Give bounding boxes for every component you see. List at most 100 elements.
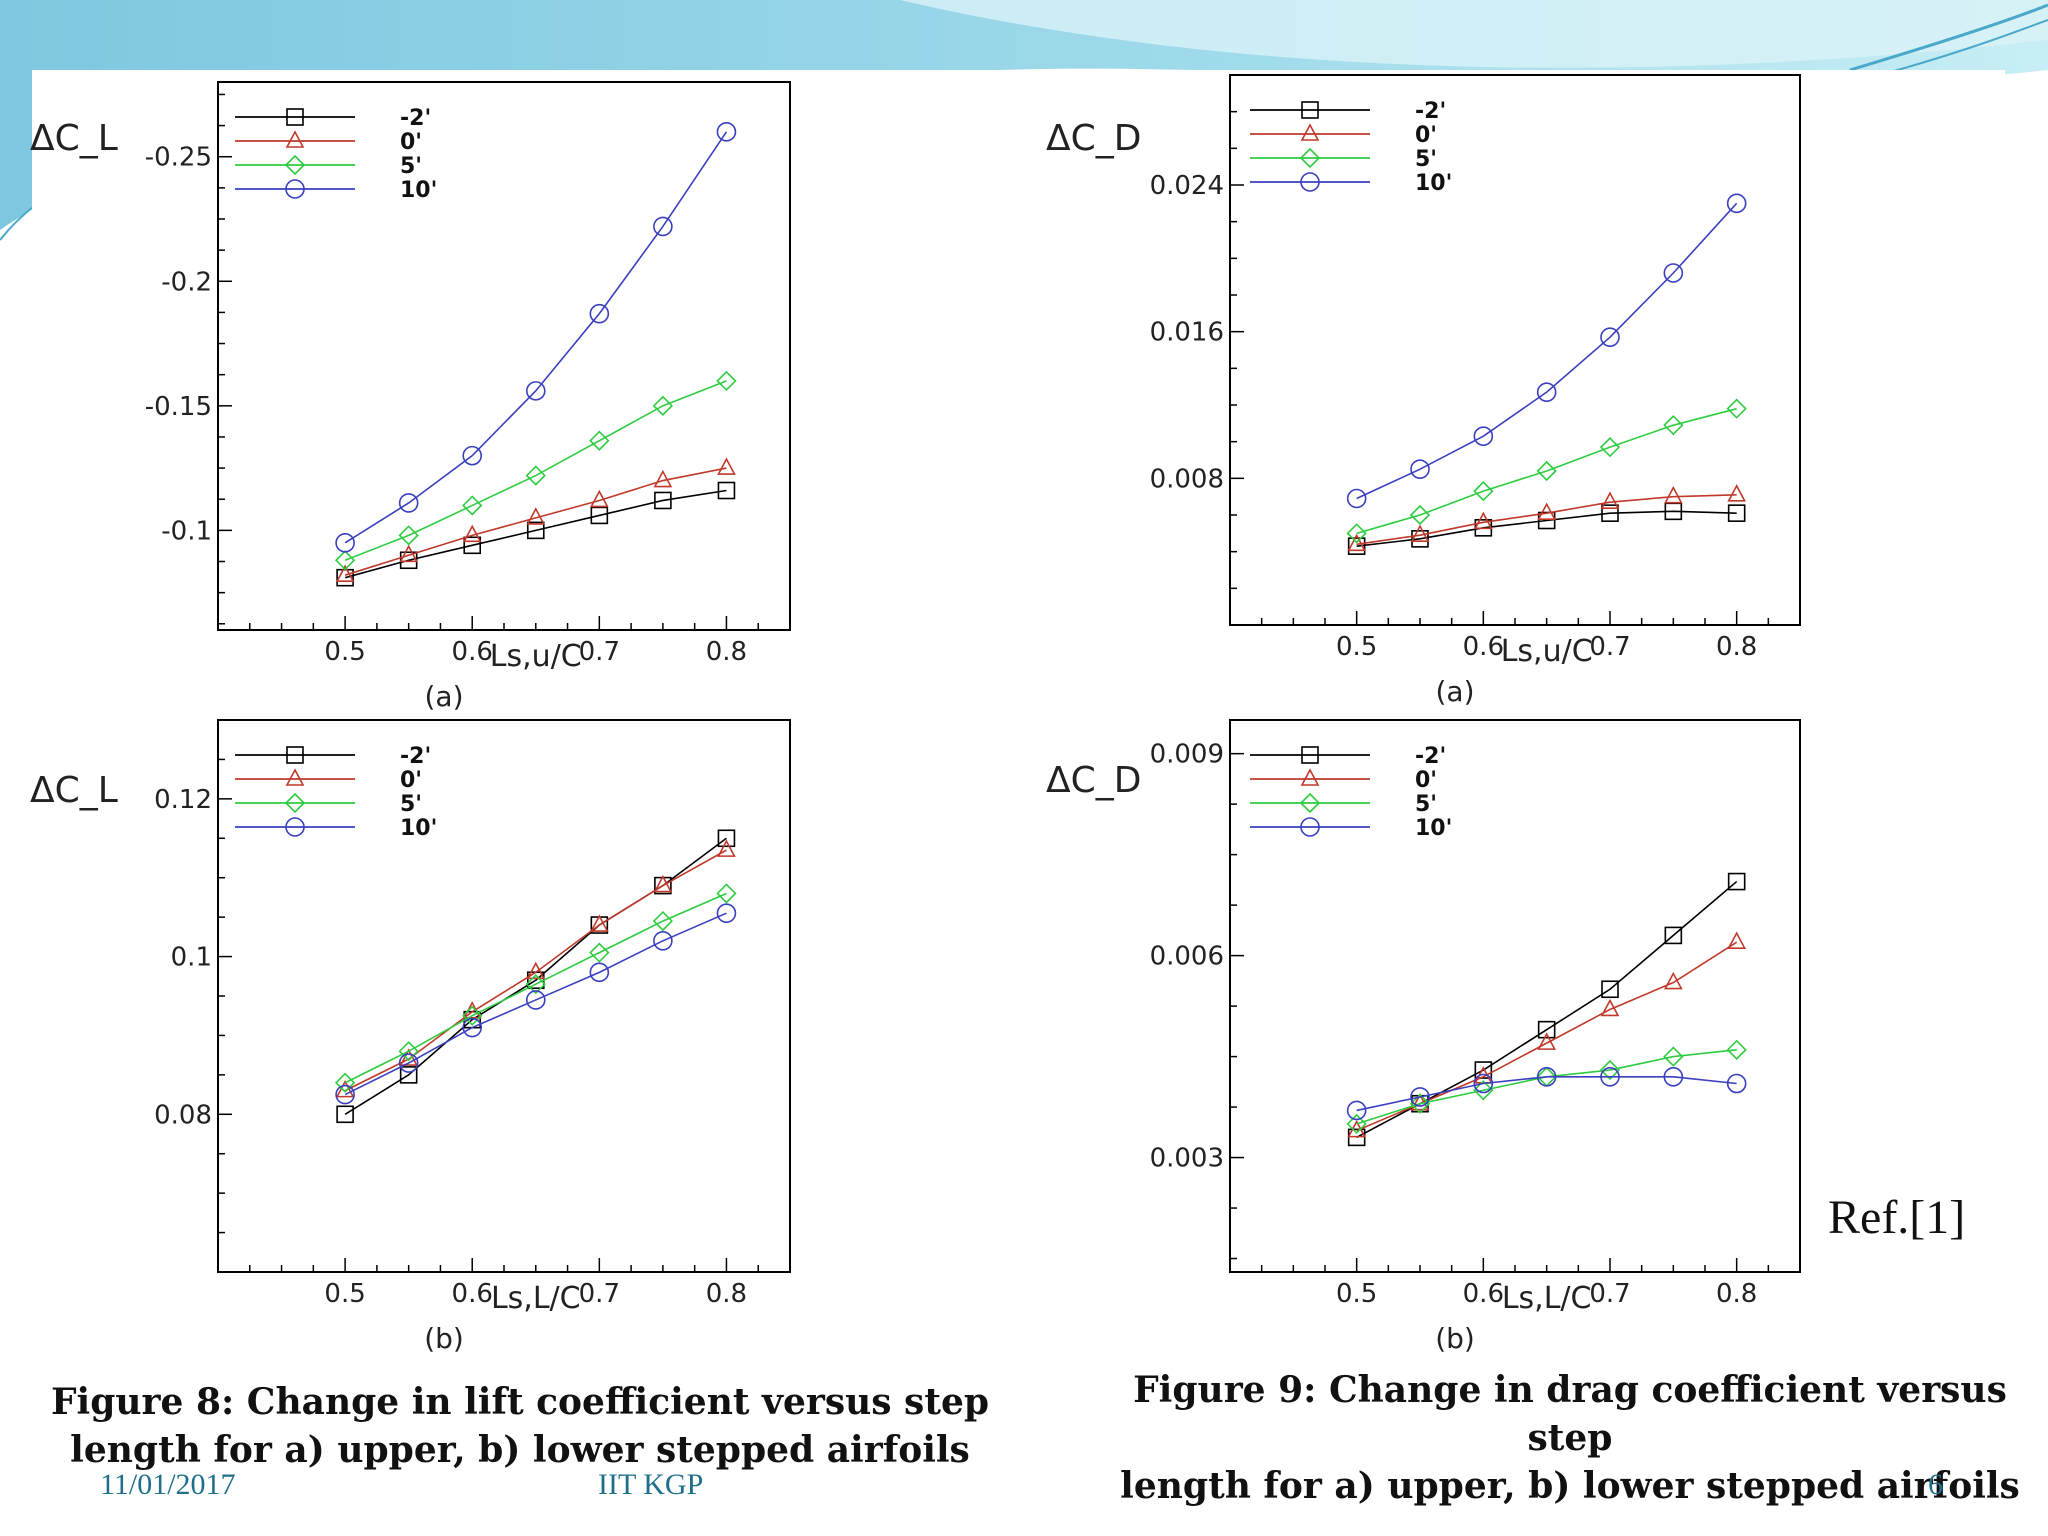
x-tick-label: 0.8 bbox=[1716, 632, 1757, 662]
data-point bbox=[1663, 971, 1683, 990]
legend-marker bbox=[1300, 172, 1320, 192]
legend-label: -2' bbox=[1415, 744, 1446, 769]
legend-label: 10' bbox=[400, 178, 437, 203]
header-swoosh-light bbox=[900, 0, 2048, 68]
legend-marker bbox=[285, 817, 305, 837]
figure-9-caption: Figure 9: Change in drag coefficient ver… bbox=[1110, 1366, 2030, 1510]
y-tick-label: -0.25 bbox=[145, 143, 212, 173]
series-line bbox=[344, 489, 727, 579]
data-point bbox=[589, 430, 610, 451]
data-point bbox=[462, 495, 483, 516]
data-point bbox=[399, 1048, 418, 1066]
chart-lift-lower-svg: 0.5 0.6 0.7 0.8 0.08 0.1 0.12 Ls,L/C (b) ΔC_L -2'0… bbox=[30, 719, 791, 1355]
data-point bbox=[398, 1041, 419, 1062]
x-tick-label: 0.6 bbox=[1463, 1279, 1504, 1309]
series-line bbox=[344, 467, 727, 576]
legend-label: -2' bbox=[400, 744, 431, 769]
data-point bbox=[717, 457, 736, 475]
x-tick-label: 0.5 bbox=[324, 1279, 365, 1309]
y-tick-label: 0.008 bbox=[1150, 464, 1224, 494]
data-point bbox=[653, 931, 673, 951]
legend-marker bbox=[286, 108, 304, 126]
data-point bbox=[399, 544, 418, 563]
data-point bbox=[525, 990, 546, 1010]
x-tick-label: 0.7 bbox=[579, 637, 620, 667]
legend-label: 10' bbox=[1415, 171, 1452, 196]
data-point bbox=[653, 216, 673, 237]
data-point bbox=[1409, 504, 1431, 526]
data-point bbox=[1347, 533, 1366, 552]
legend-marker bbox=[285, 768, 305, 786]
data-point bbox=[1346, 488, 1367, 509]
data-point bbox=[334, 550, 356, 571]
footer-date: 11/01/2017 bbox=[100, 1468, 236, 1501]
data-point bbox=[589, 303, 610, 324]
y-tick-label: 0.12 bbox=[154, 785, 212, 815]
data-point bbox=[1599, 437, 1621, 458]
data-point bbox=[1727, 504, 1746, 522]
data-point bbox=[653, 469, 673, 488]
legend: -2'0'5'10' bbox=[1250, 99, 1452, 196]
x-tick-label: 0.6 bbox=[452, 637, 493, 667]
data-point bbox=[526, 507, 546, 525]
y-tick-label: 0.08 bbox=[154, 1100, 212, 1130]
data-point bbox=[335, 564, 355, 583]
series-0 bbox=[1347, 872, 1746, 1147]
x-axis-label: Ls,u/C bbox=[490, 639, 582, 674]
data-point bbox=[1727, 872, 1746, 891]
data-point bbox=[717, 481, 736, 500]
y-tick-label: 0.009 bbox=[1150, 740, 1224, 770]
legend-marker bbox=[1299, 147, 1321, 169]
subfigure-label: (b) bbox=[1435, 1322, 1475, 1352]
data-point bbox=[398, 1053, 419, 1073]
data-point bbox=[1411, 530, 1429, 548]
data-point bbox=[1536, 460, 1557, 482]
reference-label: Ref.[1] bbox=[1828, 1191, 1966, 1244]
chart-drag-lower-svg: 0.5 0.6 0.7 0.8 0.003 0.006 0.009 Ls,L/C (b) ΔC_D… bbox=[1046, 719, 1801, 1355]
page-number: 6 bbox=[1928, 1468, 1943, 1501]
series-2 bbox=[1346, 398, 1747, 544]
legend-label: 5' bbox=[1415, 147, 1437, 172]
legend-marker bbox=[284, 792, 306, 814]
y-tick-label: 0.024 bbox=[1150, 171, 1224, 201]
subfigure-label: (b) bbox=[424, 1322, 464, 1352]
legend-marker bbox=[1299, 792, 1321, 814]
data-point bbox=[335, 533, 355, 553]
header-accent-line-2 bbox=[1879, 19, 2048, 76]
legend-label: 10' bbox=[1415, 816, 1452, 841]
x-axis-label: Ls,u/C bbox=[1501, 634, 1593, 669]
legend-marker bbox=[1301, 101, 1319, 119]
data-point bbox=[1726, 1039, 1747, 1060]
data-point bbox=[716, 122, 737, 142]
y-tick-label: 0.016 bbox=[1150, 318, 1224, 348]
data-point bbox=[1537, 1032, 1557, 1050]
data-point bbox=[1473, 481, 1494, 502]
data-point bbox=[652, 395, 674, 416]
series-line bbox=[1356, 494, 1737, 546]
data-point bbox=[1601, 504, 1619, 522]
x-tick-label: 0.7 bbox=[1589, 632, 1630, 662]
header-accent-line bbox=[1849, 3, 2048, 72]
legend: -2'0'5'10' bbox=[1250, 744, 1452, 841]
data-point bbox=[1727, 484, 1747, 502]
legend-label: 0' bbox=[1415, 768, 1437, 793]
data-point bbox=[463, 536, 482, 555]
data-point bbox=[1410, 1087, 1430, 1107]
data-point bbox=[462, 1017, 483, 1038]
series-1 bbox=[335, 839, 736, 1098]
chart-drag-lower: 0.5 0.6 0.7 0.8 0.003 0.006 0.009 Ls,L/C (b) ΔC_D… bbox=[1040, 712, 2010, 1357]
data-point bbox=[1664, 926, 1683, 945]
data-point bbox=[462, 445, 483, 466]
figure-9-caption-line-2: length for a) upper, b) lower stepped ai… bbox=[1120, 1465, 2020, 1507]
series-line bbox=[1356, 510, 1737, 547]
x-tick-label: 0.7 bbox=[579, 1279, 620, 1309]
x-axis-label: Ls,L/C bbox=[491, 1281, 581, 1316]
series-line bbox=[1356, 407, 1737, 535]
figure-8-caption-line-1: Figure 8: Change in lift coefficient ver… bbox=[50, 1381, 990, 1423]
chart-drag-upper-svg: 0.5 0.6 0.7 0.8 0.008 0.016 0.024 Ls,u/C (a) ΔC_D… bbox=[1046, 74, 1801, 708]
legend-marker bbox=[1301, 746, 1319, 764]
data-point bbox=[1663, 263, 1684, 283]
data-point bbox=[1663, 1066, 1684, 1087]
legend-marker bbox=[285, 130, 305, 148]
legend-label: 10' bbox=[400, 816, 437, 841]
